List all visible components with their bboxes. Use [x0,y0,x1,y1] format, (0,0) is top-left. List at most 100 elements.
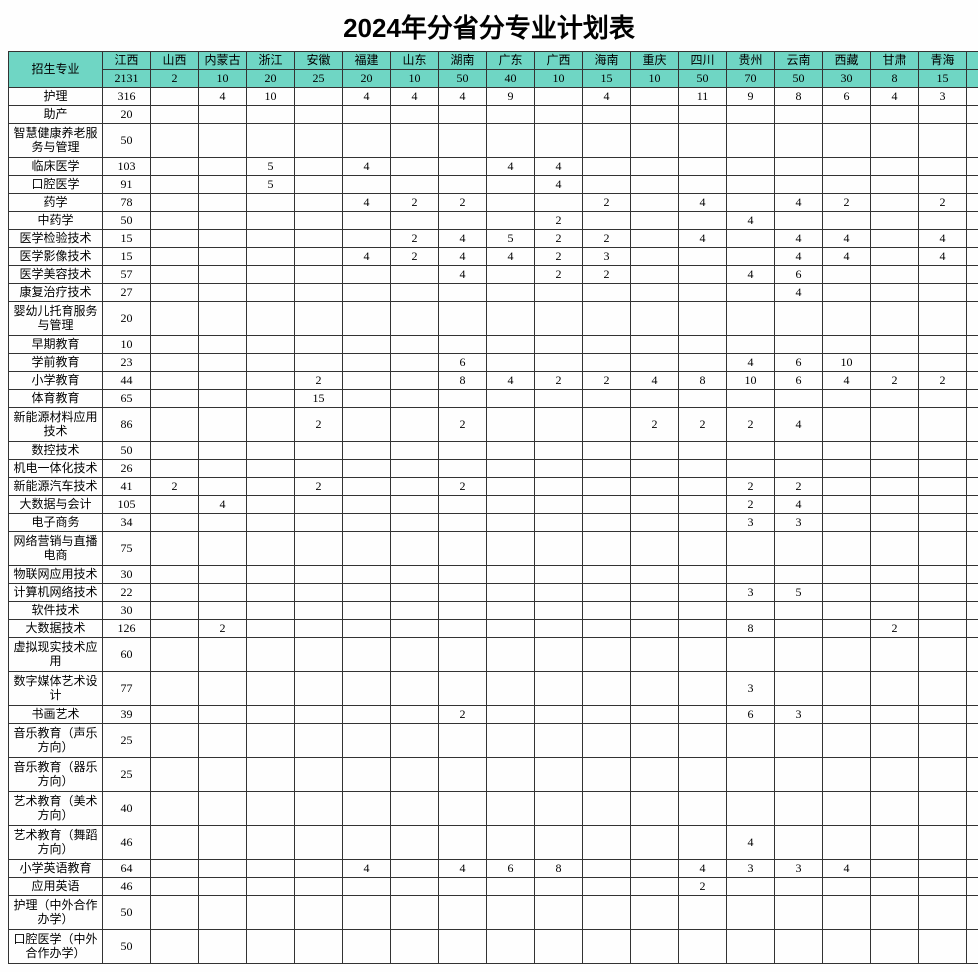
value-cell [391,826,439,860]
value-cell [199,460,247,478]
value-cell [871,212,919,230]
value-cell: 2 [535,212,583,230]
table-row: 学前教育2364610 [9,354,978,372]
value-cell [775,158,823,176]
value-cell [727,460,775,478]
header-province-total: 10 [199,70,247,88]
value-cell [631,620,679,638]
value-cell [727,532,775,566]
value-cell [391,460,439,478]
value-cell [247,106,295,124]
value-cell [439,496,487,514]
value-cell [583,496,631,514]
value-cell [919,584,967,602]
value-cell [439,336,487,354]
table-row: 虚拟现实技术应用60 [9,638,978,672]
table-row: 小学教育4428422481064222 [9,372,978,390]
value-cell [583,566,631,584]
value-cell [199,372,247,390]
value-cell [247,248,295,266]
value-cell [295,266,343,284]
value-cell [247,408,295,442]
value-cell [247,194,295,212]
value-cell: 20 [103,106,151,124]
value-cell [343,124,391,158]
value-cell [391,584,439,602]
value-cell: 3 [775,514,823,532]
value-cell [535,124,583,158]
value-cell [487,878,535,896]
value-cell [295,878,343,896]
value-cell [295,106,343,124]
value-cell [247,460,295,478]
value-cell [343,442,391,460]
value-cell: 5 [487,230,535,248]
value-cell [343,620,391,638]
table-row: 机电一体化技术26 [9,460,978,478]
value-cell [871,532,919,566]
header-province-total: 50 [439,70,487,88]
value-cell: 4 [199,496,247,514]
header-province: 山西 [151,52,199,70]
table-row: 大数据技术126282 [9,620,978,638]
value-cell [439,158,487,176]
value-cell [487,478,535,496]
value-cell: 4 [679,860,727,878]
value-cell [823,602,871,620]
value-cell [199,176,247,194]
value-cell: 40 [103,792,151,826]
value-cell [871,176,919,194]
value-cell: 11 [679,88,727,106]
value-cell [631,758,679,792]
value-cell [871,106,919,124]
value-cell [583,442,631,460]
major-cell: 大数据与会计 [9,496,103,514]
value-cell [823,706,871,724]
value-cell: 10 [103,336,151,354]
value-cell [919,672,967,706]
value-cell [967,478,978,496]
value-cell [247,336,295,354]
value-cell: 2 [151,478,199,496]
value-cell [871,460,919,478]
value-cell [871,896,919,930]
value-cell [343,336,391,354]
value-cell: 23 [103,354,151,372]
value-cell [295,158,343,176]
value-cell [151,176,199,194]
header-province-total: 10 [967,70,978,88]
value-cell [775,672,823,706]
value-cell [199,442,247,460]
value-cell [151,336,199,354]
value-cell [391,496,439,514]
value-cell [151,194,199,212]
value-cell [487,672,535,706]
value-cell [343,230,391,248]
table-row: 医学影像技术154244234444 [9,248,978,266]
value-cell [583,106,631,124]
major-cell: 新能源材料应用技术 [9,408,103,442]
value-cell: 65 [103,390,151,408]
table-row: 口腔医学9154 [9,176,978,194]
table-row: 数控技术50 [9,442,978,460]
value-cell [967,336,978,354]
value-cell: 4 [775,230,823,248]
value-cell [631,930,679,964]
value-cell [727,176,775,194]
major-cell: 电子商务 [9,514,103,532]
value-cell: 30 [103,566,151,584]
value-cell [199,212,247,230]
table-row: 助产20 [9,106,978,124]
value-cell [775,878,823,896]
value-cell [295,514,343,532]
value-cell [679,390,727,408]
major-cell: 助产 [9,106,103,124]
value-cell [631,672,679,706]
value-cell: 4 [679,194,727,212]
major-cell: 早期教育 [9,336,103,354]
value-cell [871,302,919,336]
value-cell: 2 [295,372,343,390]
value-cell [295,860,343,878]
value-cell [439,584,487,602]
value-cell [151,566,199,584]
